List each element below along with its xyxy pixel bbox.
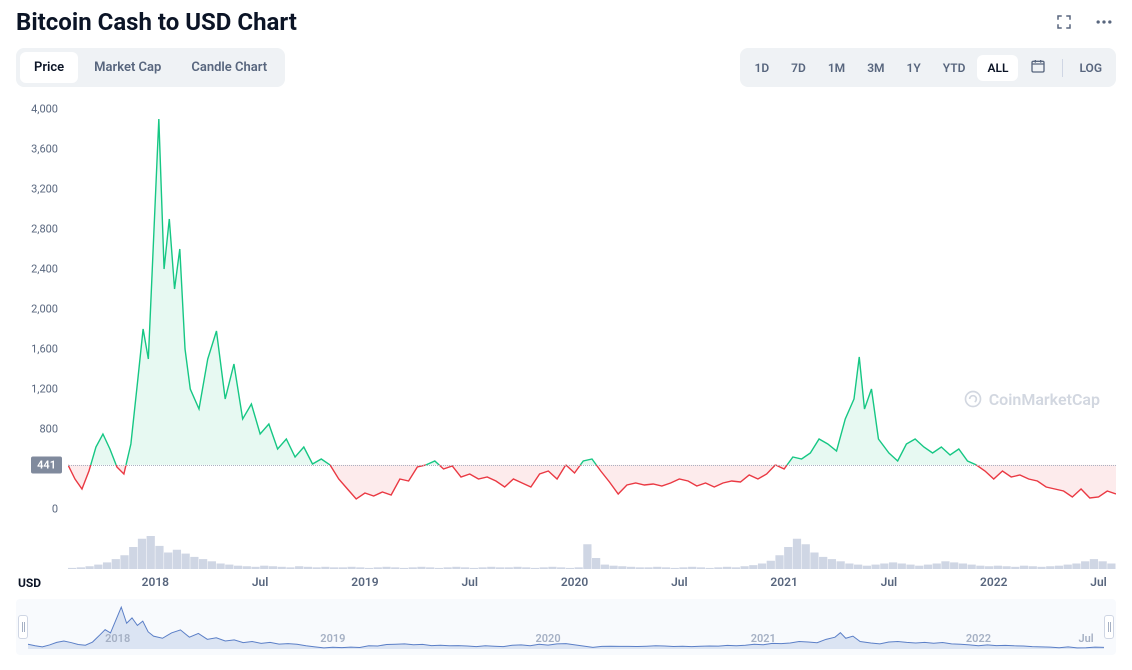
ytick: 0 [52, 503, 58, 516]
range-3m[interactable]: 3M [857, 55, 894, 81]
ytick: 4,000 [31, 103, 58, 116]
xtick: 2021 [770, 575, 797, 589]
nav-handle-left[interactable] [18, 615, 28, 639]
nav-xtick: Jul [1079, 632, 1094, 645]
more-icon[interactable] [1092, 10, 1116, 34]
range-ytd[interactable]: YTD [933, 55, 976, 81]
chart-type-tabs: PriceMarket CapCandle Chart [16, 48, 285, 87]
nav-xtick: 2020 [535, 632, 560, 645]
nav-xtick: 2021 [751, 632, 776, 645]
plot-area: CoinMarketCap [68, 99, 1116, 509]
calendar-icon[interactable] [1020, 52, 1056, 83]
xtick: 2019 [351, 575, 378, 589]
xtick: 2020 [561, 575, 588, 589]
tab-candle-chart[interactable]: Candle Chart [177, 52, 281, 83]
nav-xtick: 2018 [105, 632, 130, 645]
range-1y[interactable]: 1Y [897, 55, 931, 81]
range-7d[interactable]: 7D [781, 55, 816, 81]
xtick: Jul [671, 575, 688, 589]
x-axis: USD 2018 Jul 2019 Jul 2020 Jul 2021 Jul 2022 Jul [16, 569, 1116, 595]
xtick: Jul [1090, 575, 1107, 589]
page-title: Bitcoin Cash to USD Chart [16, 8, 297, 36]
ytick: 1,200 [31, 383, 58, 396]
price-chart[interactable]: 04008001,2001,6002,0002,4002,8003,2003,6… [16, 99, 1116, 509]
range-controls: 1D7D1M3M1YYTDALL LOG [740, 48, 1116, 87]
nav-xtick: 2022 [966, 632, 991, 645]
ytick: 3,200 [31, 183, 58, 196]
log-toggle[interactable]: LOG [1069, 55, 1112, 81]
fullscreen-icon[interactable] [1052, 10, 1076, 34]
nav-handle-right[interactable] [1104, 615, 1114, 639]
range-1m[interactable]: 1M [818, 55, 855, 81]
baseline-badge: 441 [31, 456, 62, 473]
ytick: 800 [39, 423, 58, 436]
xtick: Jul [461, 575, 478, 589]
xtick: Jul [881, 575, 898, 589]
range-navigator[interactable]: 2018 2019 2020 2021 2022 Jul [16, 599, 1116, 655]
ytick: 2,400 [31, 263, 58, 276]
tab-price[interactable]: Price [20, 52, 78, 83]
volume-chart [68, 509, 1116, 569]
xtick: 2018 [142, 575, 169, 589]
ytick: 2,800 [31, 223, 58, 236]
range-all[interactable]: ALL [977, 55, 1018, 81]
tab-market-cap[interactable]: Market Cap [80, 52, 175, 83]
range-1d[interactable]: 1D [744, 55, 779, 81]
ytick: 2,000 [31, 303, 58, 316]
ytick: 1,600 [31, 343, 58, 356]
ytick: 3,600 [31, 143, 58, 156]
xtick: Jul [252, 575, 269, 589]
nav-xtick: 2019 [320, 632, 345, 645]
xtick: 2022 [980, 575, 1007, 589]
currency-label: USD [16, 576, 68, 590]
y-axis: 04008001,2001,6002,0002,4002,8003,2003,6… [16, 99, 64, 509]
